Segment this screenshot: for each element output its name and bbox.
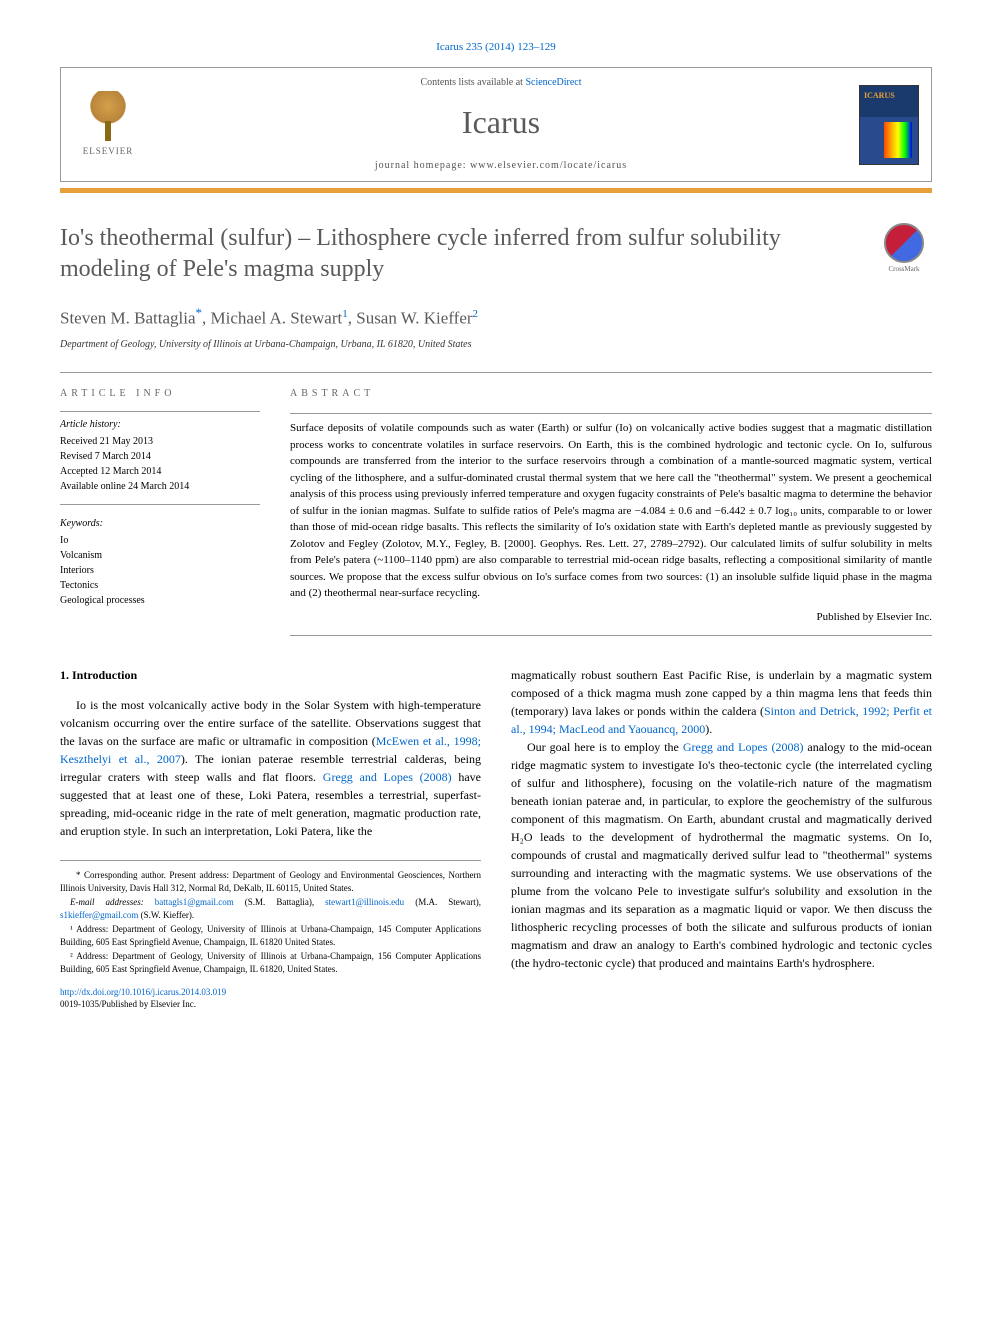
author-3-marker[interactable]: 2	[473, 308, 479, 320]
author-1: Steven M. Battaglia	[60, 308, 196, 327]
keyword-3: Interiors	[60, 563, 260, 578]
journal-cover-thumbnail: ICARUS	[859, 85, 919, 165]
email-2[interactable]: stewart1@illinois.edu	[325, 897, 404, 907]
body-columns: 1. Introduction Io is the most volcanica…	[60, 666, 932, 1011]
crossmark-badge[interactable]: CrossMark	[876, 223, 932, 279]
journal-header: ELSEVIER Contents lists available at Sci…	[60, 67, 932, 182]
author-list: Steven M. Battaglia*, Michael A. Stewart…	[60, 304, 932, 330]
doi-link[interactable]: http://dx.doi.org/10.1016/j.icarus.2014.…	[60, 987, 226, 997]
history-label: Article history:	[60, 418, 260, 432]
contents-available: Contents lists available at ScienceDirec…	[143, 76, 859, 90]
footnote-2: ² Address: Department of Geology, Univer…	[60, 950, 481, 975]
history-accepted: Accepted 12 March 2014	[60, 464, 260, 479]
issn-line: 0019-1035/Published by Elsevier Inc.	[60, 998, 481, 1011]
keyword-1: Io	[60, 533, 260, 548]
elsevier-logo-text: ELSEVIER	[83, 145, 134, 158]
author-2-marker[interactable]: 1	[342, 308, 348, 320]
footnotes: * Corresponding author. Present address:…	[60, 860, 481, 976]
accent-bar	[60, 188, 932, 193]
affiliation: Department of Geology, University of Ill…	[60, 338, 932, 352]
keyword-5: Geological processes	[60, 593, 260, 608]
email-1[interactable]: battagls1@gmail.com	[155, 897, 234, 907]
section-1-heading: 1. Introduction	[60, 666, 481, 684]
footnote-corresponding: * Corresponding author. Present address:…	[60, 869, 481, 894]
cite-gregg-2[interactable]: Gregg and Lopes (2008)	[683, 740, 804, 754]
abstract-heading: ABSTRACT	[290, 387, 932, 401]
elsevier-logo: ELSEVIER	[73, 85, 143, 165]
abstract-text: Surface deposits of volatile compounds s…	[290, 420, 932, 602]
email-3[interactable]: s1kieffer@gmail.com	[60, 910, 138, 920]
article-title: Io's theothermal (sulfur) – Lithosphere …	[60, 223, 856, 285]
intro-para-1: Io is the most volcanically active body …	[60, 696, 481, 840]
keywords-label: Keywords:	[60, 517, 260, 531]
keyword-4: Tectonics	[60, 578, 260, 593]
article-info-heading: ARTICLE INFO	[60, 387, 260, 401]
intro-para-1-cont: magmatically robust southern East Pacifi…	[511, 666, 932, 738]
abstract-publisher: Published by Elsevier Inc.	[290, 610, 932, 625]
body-col-left: 1. Introduction Io is the most volcanica…	[60, 666, 481, 1011]
citation-line: Icarus 235 (2014) 123–129	[60, 40, 932, 55]
contents-prefix: Contents lists available at	[420, 77, 525, 88]
crossmark-label: CrossMark	[888, 265, 919, 275]
abstract-column: ABSTRACT Surface deposits of volatile co…	[290, 387, 932, 636]
history-online: Available online 24 March 2014	[60, 479, 260, 494]
author-2: Michael A. Stewart	[211, 308, 343, 327]
keyword-2: Volcanism	[60, 548, 260, 563]
footnote-1: ¹ Address: Department of Geology, Univer…	[60, 923, 481, 948]
cover-title: ICARUS	[864, 90, 895, 101]
history-revised: Revised 7 March 2014	[60, 449, 260, 464]
body-col-right: magmatically robust southern East Pacifi…	[511, 666, 932, 1011]
homepage-url[interactable]: www.elsevier.com/locate/icarus	[470, 160, 627, 171]
author-1-marker[interactable]: *	[196, 305, 203, 320]
doi-block: http://dx.doi.org/10.1016/j.icarus.2014.…	[60, 986, 481, 1011]
journal-name: Icarus	[143, 100, 859, 145]
crossmark-icon	[884, 223, 924, 263]
journal-homepage: journal homepage: www.elsevier.com/locat…	[143, 159, 859, 173]
cite-gregg-1[interactable]: Gregg and Lopes (2008)	[323, 770, 452, 784]
sciencedirect-link[interactable]: ScienceDirect	[525, 77, 581, 88]
intro-para-2: Our goal here is to employ the Gregg and…	[511, 738, 932, 972]
article-info-sidebar: ARTICLE INFO Article history: Received 2…	[60, 387, 260, 636]
author-3: Susan W. Kieffer	[356, 308, 472, 327]
history-received: Received 21 May 2013	[60, 434, 260, 449]
footnote-emails: E-mail addresses: battagls1@gmail.com (S…	[60, 896, 481, 921]
